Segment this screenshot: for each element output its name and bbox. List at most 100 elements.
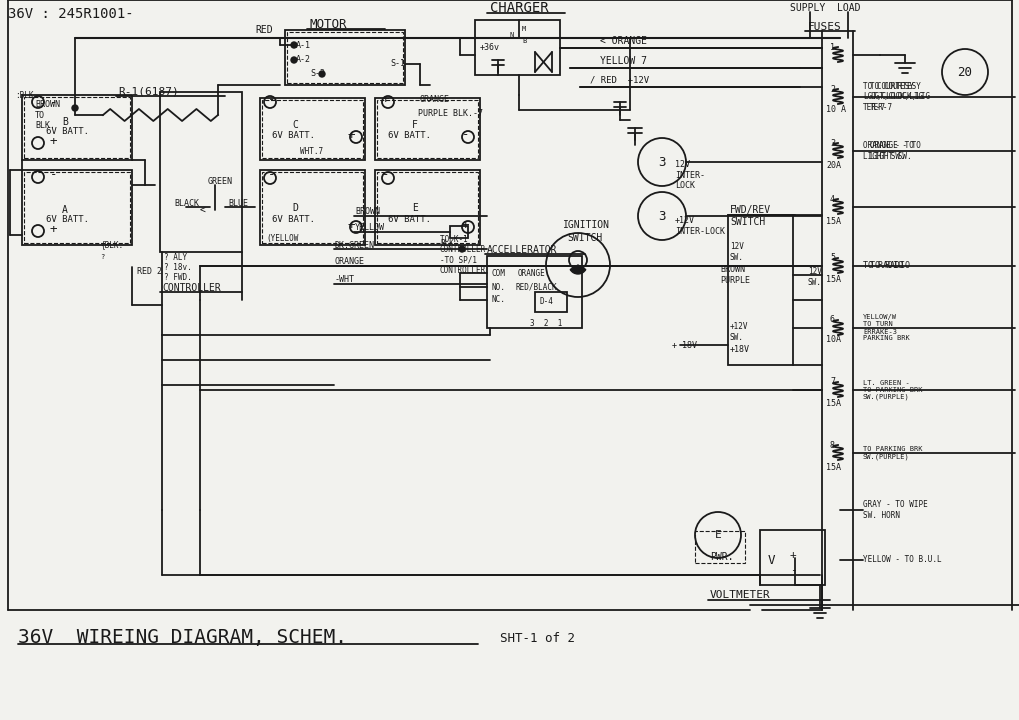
Text: M: M (522, 26, 526, 32)
Text: IGNITION: IGNITION (562, 220, 609, 230)
Text: 6V BATT.: 6V BATT. (46, 127, 89, 137)
Text: N: N (510, 32, 514, 38)
Text: 15A: 15A (825, 400, 841, 408)
Text: {BLK.: {BLK. (100, 240, 123, 250)
Bar (22, 170, 131, 245)
Text: 15A: 15A (825, 217, 841, 227)
Text: 10 A: 10 A (825, 104, 845, 114)
Text: +: + (790, 550, 796, 560)
Text: 7: 7 (829, 377, 835, 387)
Text: 5: 5 (829, 253, 835, 263)
Text: YELLOW - TO B.U.L: YELLOW - TO B.U.L (862, 556, 941, 564)
Text: E: E (412, 203, 418, 213)
Text: ? FWD.: ? FWD. (164, 274, 192, 282)
Text: DK.GREEN: DK.GREEN (334, 240, 375, 250)
Bar (475, 20, 559, 75)
Text: WHT.7: WHT.7 (300, 148, 323, 156)
Wedge shape (570, 265, 585, 274)
Circle shape (290, 42, 297, 48)
Text: -: - (268, 94, 275, 107)
Bar (262, 172, 363, 243)
Text: SHT-1 of 2: SHT-1 of 2 (499, 631, 575, 644)
Text: S-1: S-1 (389, 60, 405, 68)
Bar (759, 530, 824, 585)
Bar (694, 531, 744, 563)
Text: -: - (790, 565, 796, 575)
Bar (286, 32, 403, 83)
Text: YELLOW: YELLOW (355, 223, 384, 233)
Text: (YELLOW: (YELLOW (266, 233, 299, 243)
Text: -: - (50, 96, 57, 109)
Text: 3: 3 (657, 156, 665, 168)
Text: 2: 2 (829, 84, 835, 94)
Text: BROWN
PURPLE: BROWN PURPLE (719, 265, 749, 284)
Bar (377, 172, 478, 243)
Bar (260, 170, 365, 245)
Text: -: - (268, 168, 275, 181)
Bar (486, 256, 582, 328)
Text: 6V BATT.: 6V BATT. (387, 215, 431, 225)
Text: +: + (50, 223, 57, 236)
Text: RED 2: RED 2 (137, 268, 162, 276)
Text: +: + (50, 135, 57, 148)
Text: +: + (347, 128, 356, 142)
Text: F: F (412, 120, 418, 130)
Text: B: B (522, 38, 526, 44)
Text: E: E (714, 530, 720, 540)
Text: TO PARKING BRK
SW.(PURPLE): TO PARKING BRK SW.(PURPLE) (862, 446, 921, 460)
Text: -WHT: -WHT (334, 276, 355, 284)
Text: TO K-1
CONTROLLER
-TO SP/1
CONTROLLER: TO K-1 CONTROLLER -TO SP/1 CONTROLLER (439, 235, 486, 275)
Text: ?: ? (100, 254, 104, 260)
Text: 6V BATT.: 6V BATT. (272, 132, 315, 140)
Text: +: + (382, 94, 389, 107)
Text: 12V
INTER-
LOCK: 12V INTER- LOCK (675, 160, 704, 190)
Text: ? 18v.: ? 18v. (164, 264, 192, 272)
Bar (24, 172, 129, 243)
Text: 6V BATT.: 6V BATT. (387, 132, 431, 140)
Text: 6: 6 (829, 315, 835, 325)
Text: 10A: 10A (825, 336, 841, 344)
Text: 6V BATT.: 6V BATT. (272, 215, 315, 225)
Bar (22, 95, 131, 160)
Text: + 18V: + 18V (672, 341, 696, 349)
Text: 3  2  1: 3 2 1 (530, 318, 561, 328)
Text: GRAY - TO WIPE
SW. HORN: GRAY - TO WIPE SW. HORN (862, 500, 927, 520)
Text: CONTROLLER: CONTROLLER (162, 283, 220, 293)
Text: 1: 1 (829, 42, 835, 52)
Bar (728, 215, 792, 365)
Text: TO RADIO: TO RADIO (869, 261, 909, 271)
Text: -: - (50, 168, 57, 181)
Text: ORANGE - TO
LIGHT SW.: ORANGE - TO LIGHT SW. (869, 141, 920, 161)
Text: TO COURTESY
LGT,CLOCK,LIG
TER-7: TO COURTESY LGT,CLOCK,LIG TER-7 (869, 82, 929, 112)
Text: 36V : 245R1001-: 36V : 245R1001- (8, 7, 133, 21)
Text: C: C (291, 120, 298, 130)
Text: SWITCH: SWITCH (567, 233, 601, 243)
Bar (24, 97, 129, 158)
Text: FWD/REV: FWD/REV (730, 205, 770, 215)
Bar (375, 170, 480, 245)
Bar (260, 98, 365, 160)
Text: 12V
SW.: 12V SW. (807, 267, 821, 287)
Text: 20A: 20A (825, 161, 841, 171)
Bar (449, 226, 468, 238)
Text: PWR.: PWR. (709, 552, 733, 562)
Text: 12V
SW.: 12V SW. (730, 243, 743, 261)
Text: COM: COM (491, 269, 505, 277)
Text: FUSES: FUSES (807, 22, 841, 32)
Text: ORANGE: ORANGE (334, 258, 365, 266)
Text: GREEN: GREEN (208, 176, 232, 186)
Bar (284, 30, 405, 85)
Bar (535, 292, 567, 312)
Text: NO.: NO. (491, 282, 505, 292)
Text: +12V
INTER-LOCK: +12V INTER-LOCK (675, 216, 725, 235)
Text: -: - (462, 128, 469, 142)
Text: 15A: 15A (825, 276, 841, 284)
Text: RED: RED (255, 25, 272, 35)
Text: ACCELLERATOR: ACCELLERATOR (486, 245, 557, 255)
Text: LT. GREEN -
TO PARKING BRK
SW.(PURPLE): LT. GREEN - TO PARKING BRK SW.(PURPLE) (862, 379, 921, 400)
Text: V: V (767, 554, 774, 567)
Text: S-2: S-2 (310, 70, 325, 78)
Text: / RED  +12V: / RED +12V (589, 76, 648, 84)
Text: 36V  WIREING DIAGRAM, SCHEM.: 36V WIREING DIAGRAM, SCHEM. (18, 629, 346, 647)
Text: BLK.: BLK. (439, 238, 459, 248)
